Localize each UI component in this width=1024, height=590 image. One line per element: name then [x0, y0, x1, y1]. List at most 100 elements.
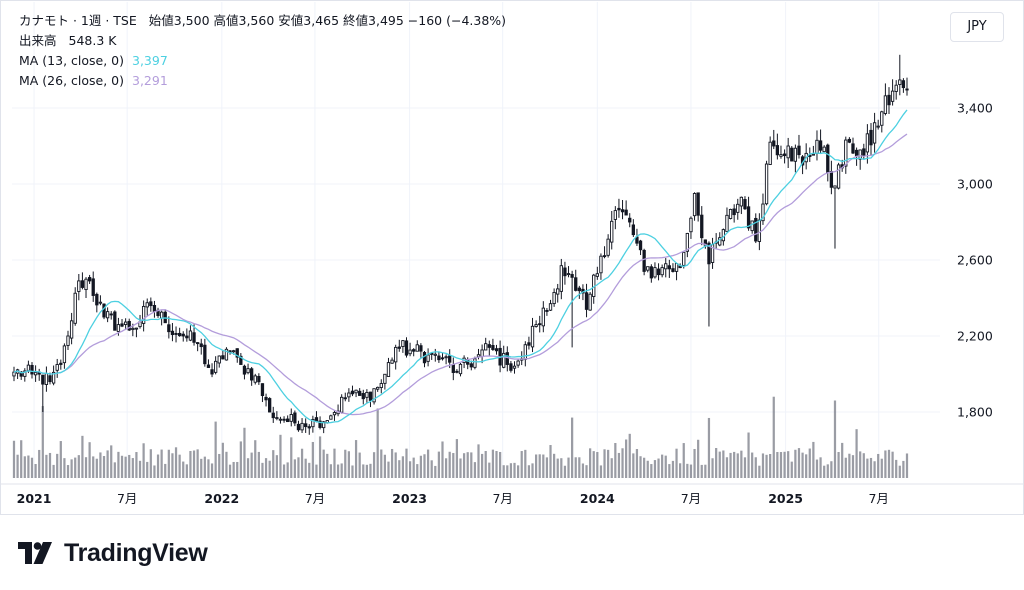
candle-body — [275, 417, 279, 420]
candle-body — [48, 375, 52, 383]
volume-bar — [779, 452, 783, 478]
candle-body — [563, 267, 567, 277]
currency-button[interactable]: JPY — [950, 12, 1004, 42]
candle-body — [282, 418, 286, 421]
volume-bar — [207, 459, 210, 478]
volume-bar — [380, 449, 383, 478]
candle-body — [307, 426, 311, 429]
volume-bar — [826, 464, 829, 478]
volume-bar — [200, 458, 203, 478]
volume-bar — [794, 449, 797, 478]
symbol-title[interactable]: カナモト · 1週 · TSE — [19, 13, 137, 28]
candle-body — [55, 364, 59, 371]
candle-body — [213, 360, 218, 373]
volume-value: 548.3 K — [68, 33, 117, 48]
volume-bar — [833, 400, 837, 478]
candle-body — [365, 391, 369, 398]
volume-bar — [113, 462, 116, 478]
candle-body — [397, 346, 401, 349]
volume-bar — [264, 458, 268, 478]
candle-body — [437, 355, 441, 361]
volume-bar — [358, 452, 361, 478]
volume-bar — [823, 465, 826, 478]
volume-bar — [297, 457, 300, 478]
volume-bar — [430, 460, 433, 478]
candle-body — [606, 238, 610, 256]
ohlc-values: 始値3,500 高値3,560 安値3,465 終値3,495 −160 (−4… — [148, 13, 507, 28]
volume-bar — [657, 458, 660, 478]
volume-bar — [646, 460, 649, 478]
price-axis[interactable]: 1,800 2,200 2,600 3,000 3,400 — [957, 101, 993, 420]
volume-bar — [783, 451, 786, 478]
candle-body — [304, 423, 308, 428]
candle-body — [379, 383, 383, 388]
candle-body — [772, 140, 776, 147]
candle-body — [905, 88, 909, 91]
tradingview-wordmark: TradingView — [64, 538, 208, 567]
candle-body — [322, 421, 326, 429]
volume-bar — [272, 450, 275, 478]
candle-body — [484, 343, 488, 351]
volume-bar — [77, 455, 80, 478]
candle-body — [69, 320, 74, 339]
tradingview-brand[interactable]: TradingView — [18, 538, 208, 568]
candle-body — [761, 203, 765, 222]
candle-body — [556, 288, 560, 295]
candle-body — [350, 390, 355, 395]
candle-body — [638, 240, 643, 251]
candle-body — [847, 138, 852, 143]
legend-ma26-row[interactable]: MA (26, close, 0) 3,291 — [19, 71, 506, 91]
time-axis[interactable]: 2021 7月 2022 7月 2023 7月 2024 7月 2025 7月 — [0, 483, 1024, 506]
candle-body — [300, 422, 304, 431]
volume-bar — [164, 463, 167, 478]
candle-body — [757, 219, 762, 242]
candle-body — [394, 346, 398, 363]
volume-bar — [347, 451, 350, 478]
volume-bar — [38, 449, 41, 478]
candle-body — [786, 145, 790, 159]
volume-bar — [506, 465, 509, 478]
volume-bar — [48, 452, 52, 478]
volume-bar — [841, 442, 844, 478]
legend-ma13-row[interactable]: MA (13, close, 0) 3,397 — [19, 51, 506, 71]
volume-bar — [495, 451, 498, 478]
ma26-label: MA (26, close, 0) — [19, 73, 125, 88]
volume-bar — [138, 460, 142, 478]
volume-bar — [513, 462, 516, 478]
candle-body — [613, 210, 617, 220]
candle-body — [880, 111, 884, 126]
candle-body — [685, 233, 690, 252]
candle-body — [246, 368, 250, 374]
candle-body — [577, 287, 581, 292]
volume-bar — [484, 451, 487, 478]
volume-bar — [128, 454, 131, 478]
volume-bar — [607, 449, 610, 478]
candle-body — [718, 237, 722, 246]
candle-body — [286, 418, 290, 423]
volume-bar — [758, 465, 761, 478]
candle-body — [311, 419, 315, 428]
chart-frame[interactable]: 1,800 2,200 2,600 3,000 3,400 2021 7月 2022 7月 20… — [0, 0, 1024, 515]
volume-bar — [27, 455, 30, 478]
candle-body — [869, 129, 873, 146]
volume-bar — [473, 462, 477, 478]
candle-body — [404, 340, 409, 356]
volume-label: 出来高 — [19, 33, 57, 48]
candle-body — [73, 292, 77, 324]
candle-body — [440, 357, 445, 360]
volume-bar — [776, 452, 779, 478]
volume-bar — [455, 439, 459, 478]
volume-bar — [131, 458, 134, 478]
candle-body — [386, 362, 391, 377]
candle-body — [480, 349, 484, 357]
candle-body — [253, 375, 257, 383]
candle-body — [700, 214, 704, 239]
volume-bar — [369, 463, 372, 478]
candle-body — [159, 311, 164, 319]
volume-bar — [787, 451, 790, 478]
volume-bar — [333, 448, 336, 478]
volume-bar — [383, 454, 386, 478]
volume-bar — [304, 458, 307, 478]
candle-body — [242, 365, 247, 375]
